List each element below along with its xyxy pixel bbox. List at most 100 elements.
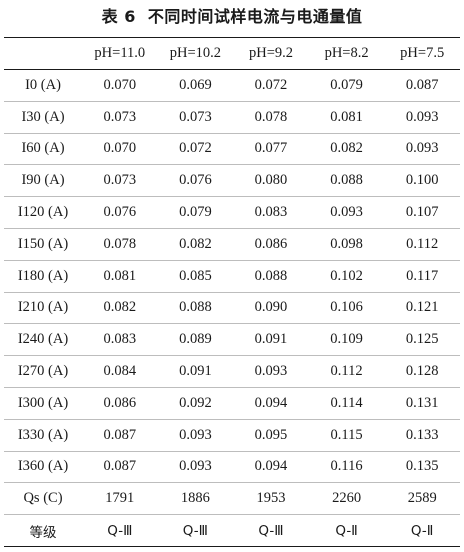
header-cell-ph-7-5: pH=7.5 xyxy=(400,45,445,61)
table-row: I0 (A) 0.070 0.069 0.072 0.079 0.087 xyxy=(4,70,460,102)
value-cell: 0.088 xyxy=(254,267,288,284)
header-cell-row-label xyxy=(4,38,82,70)
value-cell: 0.093 xyxy=(405,140,439,157)
value-cell: 0.090 xyxy=(254,299,288,316)
table-row: I270 (A) 0.084 0.091 0.093 0.112 0.128 xyxy=(4,356,460,388)
table-row: I30 (A) 0.073 0.073 0.078 0.081 0.093 xyxy=(4,101,460,134)
value-cell: 0.080 xyxy=(254,172,288,189)
header-row: pH=11.0 pH=10.2 pH=9.2 pH=8.2 pH=7.5 xyxy=(4,37,460,70)
header-cell-ph-9-2: pH=9.2 xyxy=(248,45,293,61)
value-cell: 0.070 xyxy=(103,140,137,157)
table-header: pH=11.0 pH=10.2 pH=9.2 pH=8.2 pH=7.5 xyxy=(4,37,460,70)
value-cell: 1953 xyxy=(256,490,286,507)
table-row: 等级 Q-Ⅲ Q-Ⅲ Q-Ⅲ Q-Ⅱ Q-Ⅱ xyxy=(4,515,460,547)
value-cell: 0.082 xyxy=(330,140,363,157)
value-cell: 0.079 xyxy=(179,204,212,221)
value-cell: 1886 xyxy=(180,490,210,507)
value-cell: 0.116 xyxy=(330,458,363,475)
value-cell: 0.095 xyxy=(254,426,288,443)
table-number: 表 6 xyxy=(101,7,136,26)
row-label-cell: I150 (A) xyxy=(17,235,69,252)
value-cell: 0.094 xyxy=(254,458,288,475)
value-cell: 0.073 xyxy=(103,108,137,125)
row-label-cell: I120 (A) xyxy=(17,204,69,221)
value-cell: 0.082 xyxy=(103,299,137,316)
value-cell: 0.072 xyxy=(179,140,212,157)
table-row: I240 (A) 0.083 0.089 0.091 0.109 0.125 xyxy=(4,324,460,356)
value-cell: 0.070 xyxy=(103,76,137,93)
value-cell: 0.073 xyxy=(179,108,212,125)
value-cell: Q-Ⅲ xyxy=(182,522,208,539)
value-cell: 0.125 xyxy=(405,331,439,348)
value-cell: Q-Ⅲ xyxy=(258,522,284,539)
value-cell: 0.081 xyxy=(330,108,363,125)
value-cell: 0.078 xyxy=(254,108,288,125)
table-row: I60 (A) 0.070 0.072 0.077 0.082 0.093 xyxy=(4,133,460,165)
value-cell: 0.133 xyxy=(405,426,439,443)
value-cell: 0.112 xyxy=(330,363,363,380)
value-cell: 0.094 xyxy=(254,394,288,411)
value-cell: 0.089 xyxy=(179,331,212,348)
table-row: I210 (A) 0.082 0.088 0.090 0.106 0.121 xyxy=(4,292,460,324)
value-cell: Q-Ⅲ xyxy=(107,522,133,539)
header-cell-ph-8-2: pH=8.2 xyxy=(324,45,369,61)
table-row: I330 (A) 0.087 0.093 0.095 0.115 0.133 xyxy=(4,419,460,452)
value-cell: 0.093 xyxy=(179,426,212,443)
row-label-cell: I210 (A) xyxy=(17,299,69,316)
value-cell: 0.079 xyxy=(330,76,363,93)
row-label-cell: I0 (A) xyxy=(25,76,61,93)
value-cell: 0.121 xyxy=(405,299,439,316)
value-cell: 0.091 xyxy=(179,363,212,380)
value-cell: 0.107 xyxy=(405,204,439,221)
value-cell: 0.100 xyxy=(405,172,439,189)
value-cell: 2589 xyxy=(407,490,437,507)
value-cell: 0.106 xyxy=(330,299,363,316)
table-row: I180 (A) 0.081 0.085 0.088 0.102 0.117 xyxy=(4,260,460,293)
row-label-cell: 等级 xyxy=(29,524,57,541)
row-label-cell: I330 (A) xyxy=(17,426,69,443)
value-cell: 0.076 xyxy=(103,204,137,221)
table-body: I0 (A) 0.070 0.069 0.072 0.079 0.087 I30 (A) 0.… xyxy=(4,70,460,547)
value-cell: 0.083 xyxy=(254,204,288,221)
value-cell: 0.112 xyxy=(406,235,439,252)
value-cell: Q-Ⅱ xyxy=(410,522,434,539)
row-label-cell: I270 (A) xyxy=(17,363,69,380)
data-table: pH=11.0 pH=10.2 pH=9.2 pH=8.2 pH=7.5 I0 … xyxy=(4,37,460,547)
value-cell: 0.084 xyxy=(103,363,137,380)
table-row: I300 (A) 0.086 0.092 0.094 0.114 0.131 xyxy=(4,387,460,420)
table-row: I90 (A) 0.073 0.076 0.080 0.088 0.100 xyxy=(4,165,460,197)
row-label-cell: I240 (A) xyxy=(17,331,69,348)
value-cell: 0.077 xyxy=(254,140,288,157)
value-cell: 0.117 xyxy=(406,267,439,284)
value-cell: 0.078 xyxy=(103,235,137,252)
value-cell: 0.128 xyxy=(405,363,439,380)
value-cell: 0.115 xyxy=(330,426,363,443)
value-cell: 0.072 xyxy=(254,76,288,93)
value-cell: 0.131 xyxy=(405,394,439,411)
value-cell: 0.082 xyxy=(179,235,212,252)
value-cell: 0.114 xyxy=(330,394,363,411)
value-cell: 0.102 xyxy=(330,267,363,284)
value-cell: 1791 xyxy=(105,490,135,507)
value-cell: 0.086 xyxy=(103,394,137,411)
value-cell: 0.093 xyxy=(330,204,363,221)
row-label-cell: I360 (A) xyxy=(17,458,69,475)
value-cell: Q-Ⅱ xyxy=(335,522,358,539)
header-cell-ph-11-0: pH=11.0 xyxy=(94,45,146,61)
table-title: 不同时间试样电流与电通量值 xyxy=(147,7,363,26)
value-cell: 0.073 xyxy=(103,172,137,189)
value-cell: 0.088 xyxy=(179,299,212,316)
row-label-cell: I60 (A) xyxy=(21,140,65,157)
table-caption: 表 6 不同时间试样电流与电通量值 xyxy=(0,6,464,28)
value-cell: 0.086 xyxy=(254,235,288,252)
row-label-cell: I300 (A) xyxy=(17,394,69,411)
table-row: I120 (A) 0.076 0.079 0.083 0.093 0.107 xyxy=(4,197,460,229)
table-row: I360 (A) 0.087 0.093 0.094 0.116 0.135 xyxy=(4,451,460,483)
value-cell: 0.109 xyxy=(330,331,363,348)
value-cell: 0.087 xyxy=(103,458,137,475)
value-cell: 0.092 xyxy=(179,394,212,411)
table-row: I150 (A) 0.078 0.082 0.086 0.098 0.112 xyxy=(4,228,460,261)
value-cell: 0.088 xyxy=(330,172,363,189)
row-label-cell: I90 (A) xyxy=(21,172,65,189)
value-cell: 0.085 xyxy=(179,267,212,284)
